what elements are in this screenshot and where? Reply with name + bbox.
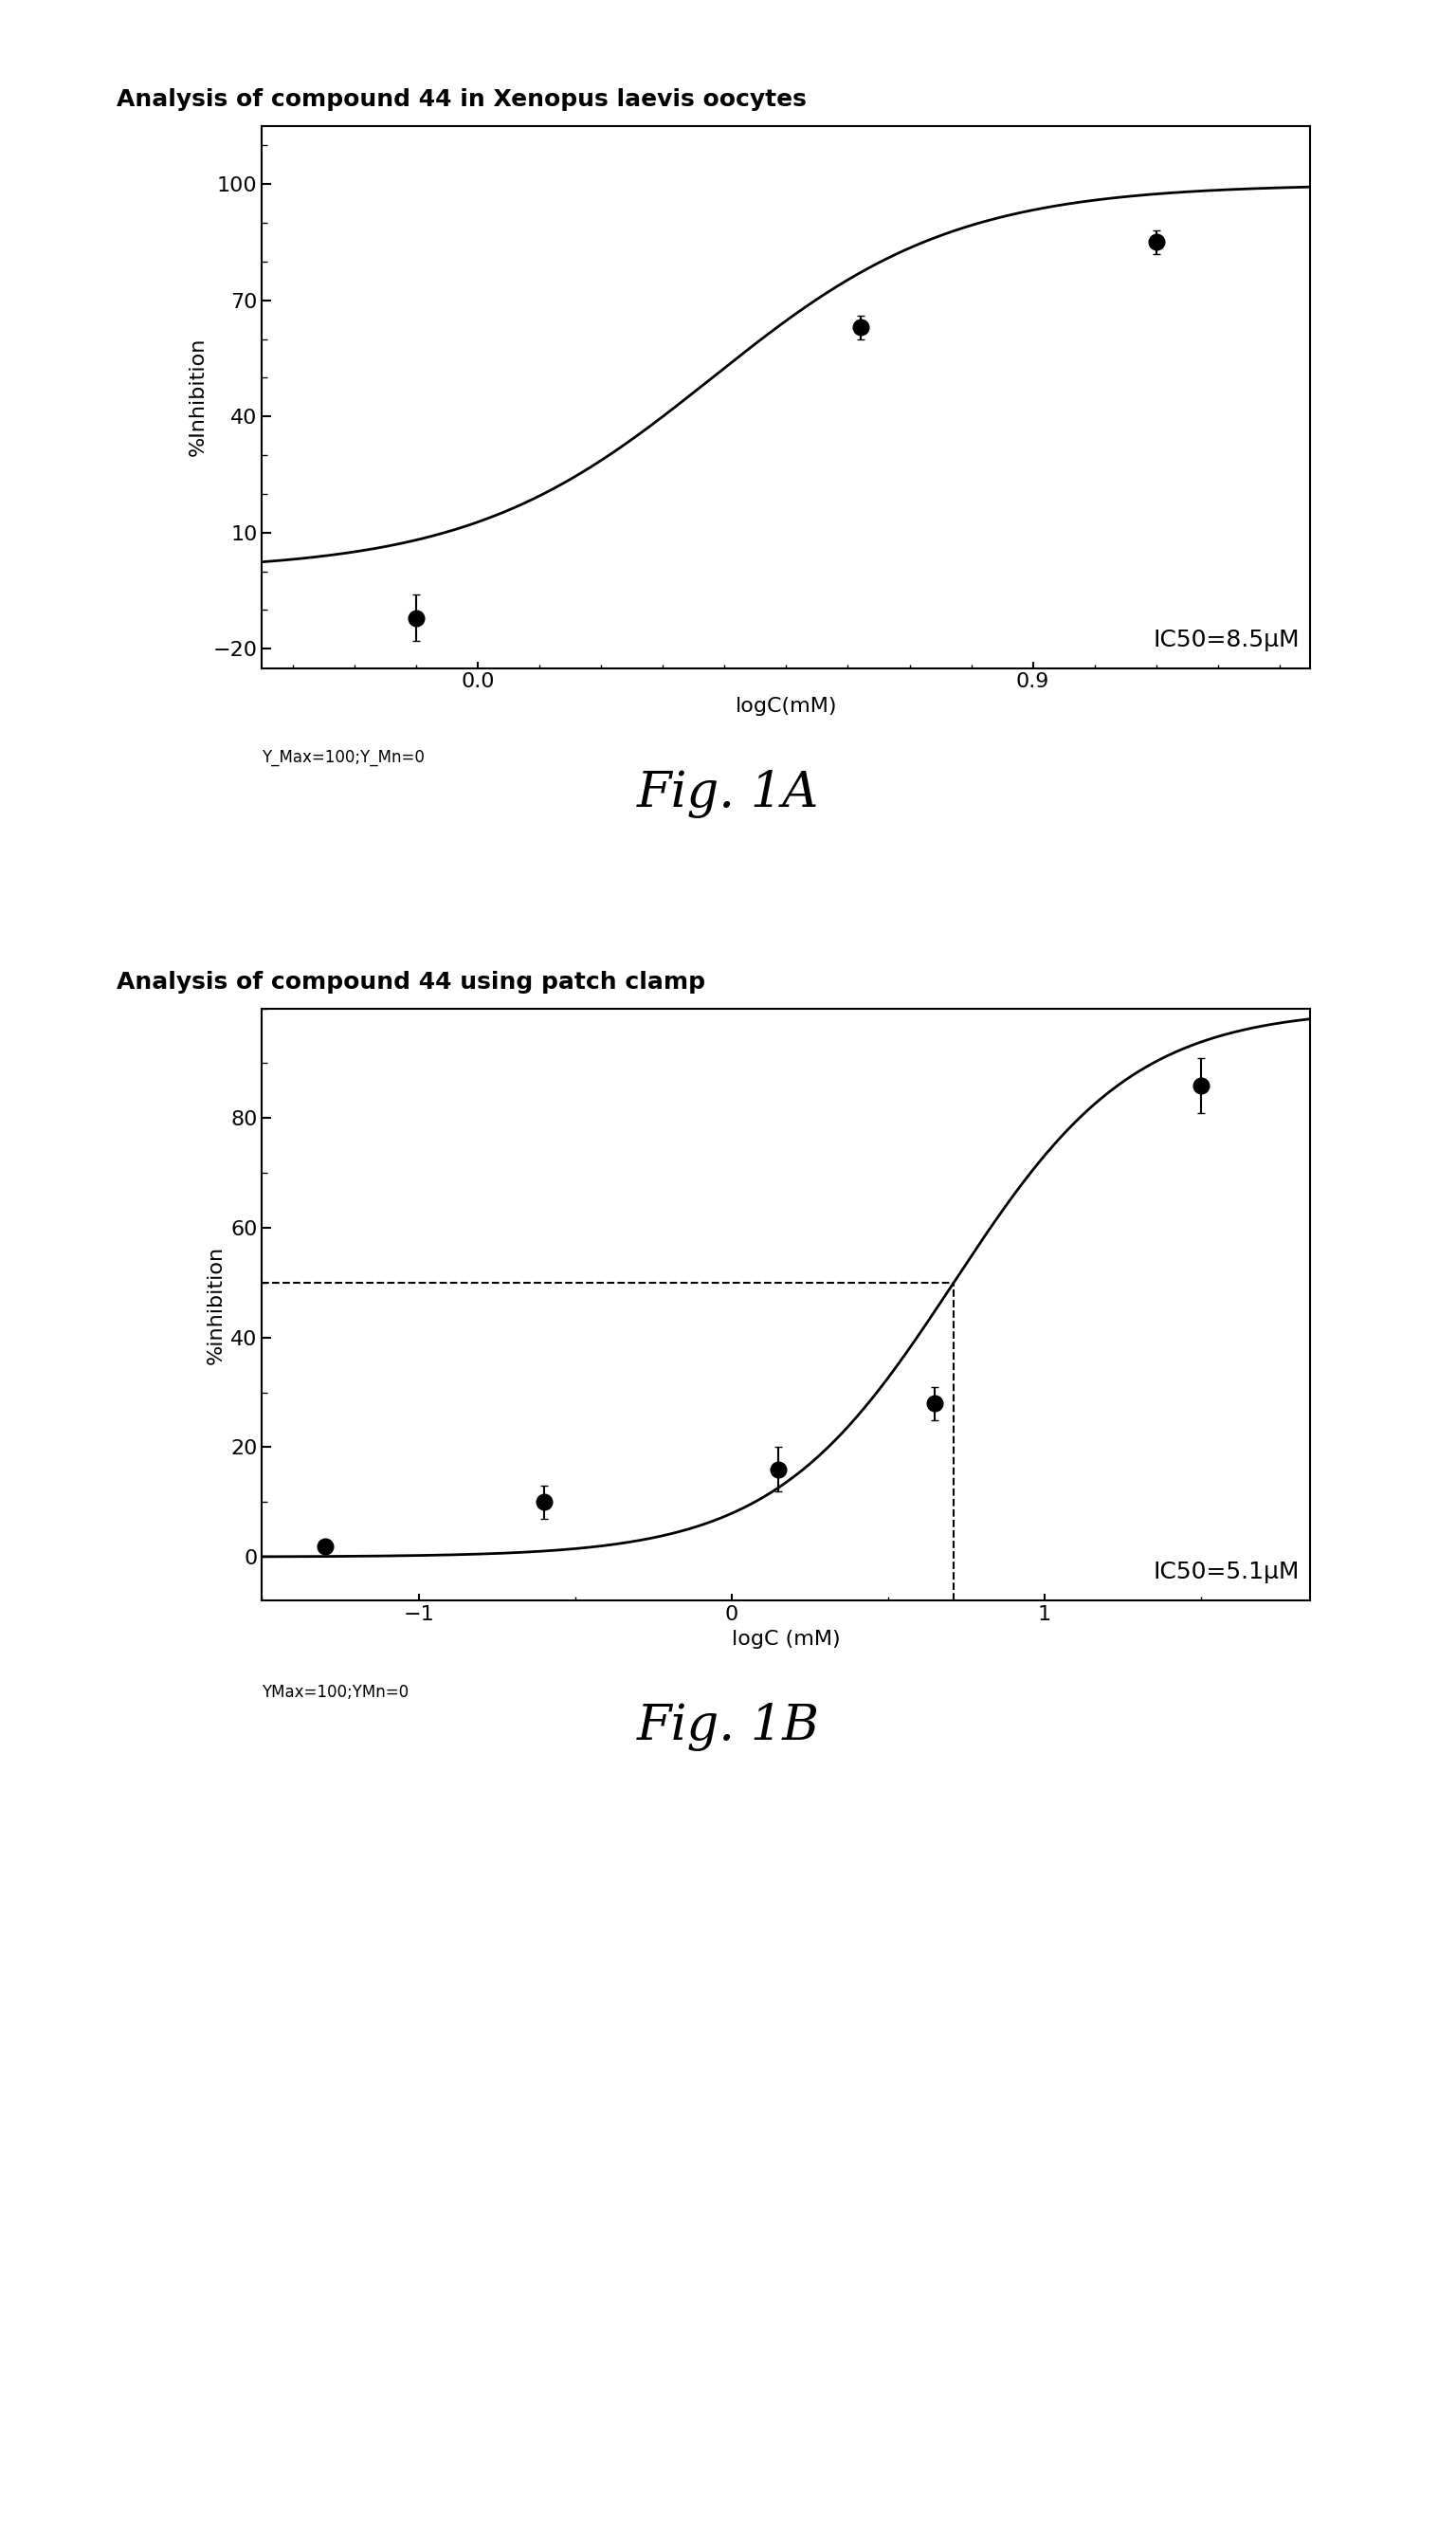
Text: Fig. 1B: Fig. 1B <box>636 1702 820 1752</box>
X-axis label: logC (mM): logC (mM) <box>732 1629 840 1649</box>
X-axis label: logC(mM): logC(mM) <box>735 696 837 716</box>
Text: Analysis of compound 44 using patch clamp: Analysis of compound 44 using patch clam… <box>116 971 705 993</box>
Text: IC50=8.5μM: IC50=8.5μM <box>1153 630 1300 653</box>
Text: Fig. 1A: Fig. 1A <box>636 769 820 819</box>
Y-axis label: %inhibition: %inhibition <box>207 1245 226 1364</box>
Text: IC50=5.1μM: IC50=5.1μM <box>1153 1560 1300 1583</box>
Y-axis label: %Inhibition: %Inhibition <box>189 338 208 456</box>
Text: YMax=100;YMn=0: YMax=100;YMn=0 <box>262 1684 409 1702</box>
Text: Analysis of compound 44 in Xenopus laevis oocytes: Analysis of compound 44 in Xenopus laevi… <box>116 88 807 111</box>
Text: Y_Max=100;Y_Mn=0: Y_Max=100;Y_Mn=0 <box>262 749 425 766</box>
